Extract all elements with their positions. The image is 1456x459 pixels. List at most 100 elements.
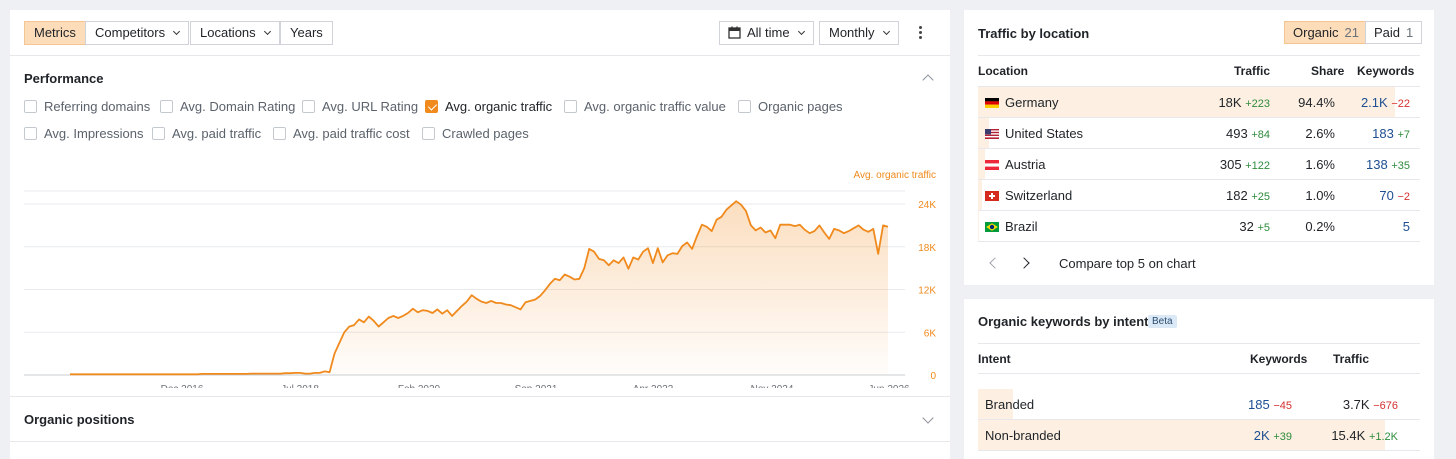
metric-checkbox[interactable]: Avg. Domain Rating <box>160 99 295 115</box>
expand-icon[interactable] <box>922 412 934 424</box>
metric-checkbox[interactable]: Avg. Impressions <box>24 126 143 142</box>
keywords-number[interactable]: 70 <box>1379 188 1394 203</box>
more-options-icon[interactable] <box>913 24 927 42</box>
competitors-dropdown[interactable]: Competitors <box>85 21 190 45</box>
performance-panel: Metrics Competitors Locations Years All … <box>10 10 950 459</box>
checkbox-icon[interactable] <box>564 100 577 113</box>
metric-checkbox[interactable]: Crawled pages <box>422 126 529 142</box>
metric-checkbox-label: Referring domains <box>44 99 151 114</box>
intent-traffic-number: 3.7K <box>1342 397 1370 412</box>
organic-count: 21 <box>1344 25 1359 40</box>
location-row[interactable]: Switzerland 182 +25 1.0% 70 −2 <box>978 180 1420 211</box>
traffic-number: 493 <box>1226 126 1248 141</box>
traffic-delta: +5 <box>1257 222 1270 234</box>
intent-row[interactable]: Non-branded 2K +39 15.4K +1.2K <box>978 420 1420 451</box>
metrics-tab[interactable]: Metrics <box>24 21 86 45</box>
x-tick-label: Nov 2024 <box>751 384 794 388</box>
metric-checkbox-label: Avg. Impressions <box>44 126 144 141</box>
keywords-number[interactable]: 5 <box>1402 219 1410 234</box>
x-tick-label: Jul 2018 <box>281 384 319 388</box>
intent-keywords[interactable]: 2K +39 <box>1254 428 1292 443</box>
divider <box>978 86 1420 87</box>
traffic-delta: +25 <box>1251 191 1270 203</box>
years-button[interactable]: Years <box>280 21 333 45</box>
intent-name: Non-branded <box>985 428 1061 443</box>
divider <box>10 396 950 397</box>
checkbox-icon[interactable] <box>302 100 315 113</box>
metric-checkbox-label: Crawled pages <box>442 126 529 141</box>
metric-checkbox-label: Avg. organic traffic value <box>584 99 726 114</box>
share-bar <box>978 118 990 148</box>
intent-keywords-number[interactable]: 185 <box>1248 397 1270 412</box>
checkbox-icon[interactable] <box>273 127 286 140</box>
metric-checkbox[interactable]: Referring domains <box>24 99 150 115</box>
checkbox-icon[interactable] <box>160 100 173 113</box>
keywords-number[interactable]: 2.1K <box>1360 95 1388 110</box>
organic-traffic-chart: 0 6K 12K 18K 24K Avg. organic traffic Dec 2016… <box>24 170 937 388</box>
location-row[interactable]: United States 493 +84 2.6% 183 +7 <box>978 118 1420 149</box>
germany-flag-icon <box>985 98 999 108</box>
keywords-delta: +35 <box>1391 160 1410 172</box>
traffic-by-location-title: Traffic by location <box>978 26 1090 41</box>
intent-traffic-header: Traffic <box>1333 352 1370 366</box>
next-arrow-icon[interactable] <box>1018 257 1030 269</box>
metric-checkbox[interactable]: Avg. paid traffic <box>152 126 261 142</box>
calendar-icon <box>728 26 741 39</box>
metrics-tab-label: Metrics <box>34 25 76 40</box>
divider <box>10 441 950 442</box>
keywords-value[interactable]: 5 <box>1403 219 1410 234</box>
location-row[interactable]: Brazil 32 +5 0.2% 5 <box>978 211 1420 242</box>
keywords-value[interactable]: 70 −2 <box>1379 188 1410 203</box>
traffic-number: 182 <box>1226 188 1248 203</box>
traffic-header: Traffic <box>1234 64 1271 78</box>
location-row[interactable]: Germany 18K +223 94.4% 2.1K −22 <box>978 87 1420 118</box>
location-row[interactable]: Austria 305 +122 1.6% 138 +35 <box>978 149 1420 180</box>
paid-tab[interactable]: Paid 1 <box>1365 21 1423 44</box>
keywords-value[interactable]: 183 +7 <box>1372 126 1410 141</box>
traffic-by-location-panel: Traffic by location Organic 21 Paid 1 Loca… <box>964 10 1434 285</box>
y-tick-label: 24K <box>918 200 936 211</box>
keywords-number[interactable]: 183 <box>1372 126 1394 141</box>
series-legend-label: Avg. organic traffic <box>854 170 936 181</box>
location-header: Location <box>978 64 1028 78</box>
checkbox-icon[interactable] <box>152 127 165 140</box>
traffic-value: 305 +122 <box>1220 157 1270 172</box>
metric-checkbox[interactable]: Avg. URL Rating <box>302 99 418 115</box>
series-line[interactable] <box>70 200 889 376</box>
organic-tab[interactable]: Organic 21 <box>1284 21 1368 44</box>
metric-checkbox[interactable]: Avg. organic traffic <box>425 99 552 115</box>
checkbox-icon[interactable] <box>24 100 37 113</box>
y-tick-label: 18K <box>918 243 936 254</box>
compare-top5-link[interactable]: Compare top 5 on chart <box>1059 256 1196 271</box>
country-name: Austria <box>1005 157 1046 172</box>
switzerland-flag-icon <box>985 191 999 201</box>
checkbox-checked-icon[interactable] <box>425 100 438 113</box>
metric-checkbox[interactable]: Organic pages <box>738 99 843 115</box>
collapse-icon[interactable] <box>922 74 934 86</box>
intent-share-bar <box>978 420 1385 450</box>
keywords-number[interactable]: 138 <box>1366 157 1388 172</box>
keywords-by-intent-panel: Organic keywords by intent Beta Intent K… <box>964 299 1434 459</box>
checkbox-icon[interactable] <box>738 100 751 113</box>
metric-checkbox-label: Avg. Domain Rating <box>180 99 296 114</box>
interval-label: Monthly <box>829 25 875 40</box>
traffic-delta: +223 <box>1245 98 1270 110</box>
checkbox-icon[interactable] <box>422 127 435 140</box>
intent-row[interactable]: Branded 185 −45 3.7K −676 <box>978 389 1420 420</box>
locations-dropdown[interactable]: Locations <box>190 21 280 45</box>
checkbox-icon[interactable] <box>24 127 37 140</box>
intent-keywords[interactable]: 185 −45 <box>1248 397 1292 412</box>
date-range-dropdown[interactable]: All time <box>719 21 814 45</box>
keywords-value[interactable]: 2.1K −22 <box>1361 95 1410 110</box>
previous-arrow-icon[interactable] <box>989 257 1001 269</box>
interval-dropdown[interactable]: Monthly <box>819 21 899 45</box>
intent-keywords-number[interactable]: 2K <box>1253 428 1270 443</box>
metric-checkbox[interactable]: Avg. organic traffic value <box>564 99 726 115</box>
y-tick-label: 6K <box>924 328 937 339</box>
metric-checkbox[interactable]: Avg. paid traffic cost <box>273 126 410 142</box>
chevron-down-icon <box>263 27 271 36</box>
organic-positions-title: Organic positions <box>24 412 135 427</box>
keywords-value[interactable]: 138 +35 <box>1366 157 1410 172</box>
intent-keywords-delta: −45 <box>1273 400 1292 412</box>
intent-traffic-number: 15.4K <box>1331 428 1366 443</box>
